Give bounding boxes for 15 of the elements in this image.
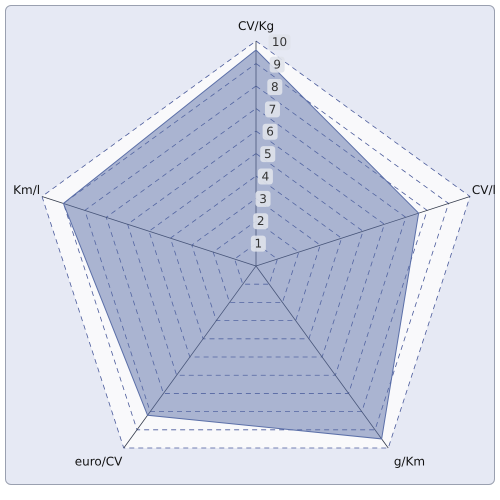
y-tick-label: 5	[264, 147, 272, 162]
spoke-label: g/Km	[394, 454, 426, 469]
y-tick-label: 4	[262, 169, 270, 184]
spoke-label: Km/l	[13, 182, 40, 197]
y-tick-label: 1	[254, 236, 262, 251]
y-tick-label: 6	[266, 124, 274, 139]
spoke-label: CV/l	[472, 182, 496, 197]
y-tick-label: 3	[259, 192, 267, 206]
y-tick-label: 9	[273, 58, 281, 72]
y-tick-label: 8	[270, 80, 279, 94]
spoke-label: euro/CV	[74, 454, 124, 469]
spoke-label: CV/Kg	[238, 19, 274, 33]
y-tick-label: 2	[256, 214, 265, 228]
y-tick-label: 7	[268, 102, 276, 116]
y-tick-label: 10	[272, 35, 288, 50]
